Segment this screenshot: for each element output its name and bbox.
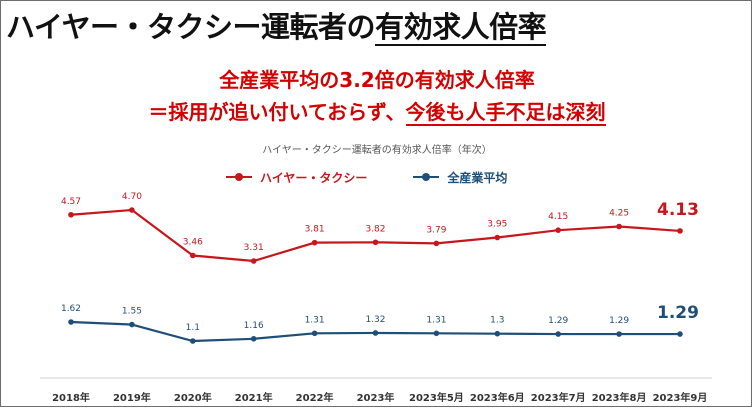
x-tick-label: 2018年 [52,391,90,404]
legend-swatch-all-industry [413,173,440,181]
data-label-taxi: 3.81 [305,225,325,235]
data-point-all-industry [250,336,257,342]
x-tick-label: 2021年 [235,391,273,404]
series-line-taxi [70,208,681,263]
x-tick-label: 2020年 [174,391,212,404]
data-label-all-industry: 1.29 [609,316,629,326]
data-point-taxi [677,228,683,234]
data-point-taxi [129,207,135,213]
x-tick-label: 2023年9月 [653,391,708,404]
data-label-all-industry: 1.1 [186,323,200,333]
data-label-all-industry: 1.3 [490,316,504,326]
headline-line2: ＝採用が追い付いておらず、今後も人手不足は深刻 [0,96,754,126]
data-point-taxi [190,252,196,259]
data-label-taxi: 3.82 [365,224,385,234]
x-tick-label: 2023年7月 [531,391,586,404]
data-point-taxi [555,227,561,233]
headline-line2-part2-underlined: 今後も人手不足は深刻 [405,100,606,126]
legend-item-all-industry: 全産業平均 [413,169,507,186]
data-label-all-industry: 1.31 [426,315,446,325]
data-label-all-industry: 1.29 [548,316,568,326]
data-label-taxi: 4.25 [609,209,629,219]
data-point-all-industry [311,330,318,337]
legend-swatch-taxi [226,173,252,181]
x-tick-label: 2023年8月 [592,391,647,404]
data-label-all-industry: 1.16 [244,321,264,331]
x-tick-label: 2022年 [296,391,334,404]
data-point-all-industry [190,338,196,344]
data-label-all-industry: 1.31 [305,315,325,325]
data-label-taxi: 4.70 [122,192,142,202]
data-point-taxi [311,239,318,246]
data-label-all-industry: 1.55 [122,307,142,317]
data-label-all-industry: 1.32 [365,315,385,325]
x-tick-label: 2023年5月 [409,391,464,404]
data-point-all-industry [129,321,135,328]
title-part2-underlined: 有効求人倍率 [375,10,547,46]
chart-legend: ハイヤー・タクシー 全産業平均 [226,168,507,186]
headline-line2-part1: ＝採用が追い付いておらず、 [148,100,406,124]
data-point-taxi [433,240,440,247]
data-label-taxi: 4.13 [657,200,699,220]
data-label-all-industry: 1.29 [657,303,699,323]
data-point-all-industry [372,330,379,336]
x-tick-label: 2023年 [357,391,395,404]
data-label-taxi: 4.57 [61,197,81,207]
data-point-all-industry [433,330,440,337]
legend-label-all-industry: 全産業平均 [447,170,508,185]
data-point-taxi [250,258,257,264]
data-point-all-industry [555,331,561,337]
data-point-all-industry [494,330,501,337]
data-point-taxi [68,211,74,218]
data-point-all-industry [68,319,74,325]
data-point-all-industry [677,331,683,337]
chart-title: ハイヤー・タクシー運転者の有効求人倍率（年次） [262,145,492,156]
data-point-taxi [494,234,501,241]
legend-label-taxi: ハイヤー・タクシー [260,170,368,185]
data-label-all-industry: 1.62 [61,304,81,314]
data-label-taxi: 4.15 [548,212,568,222]
x-tick-label: 2019年 [113,391,151,404]
x-tick-label: 2023年6月 [470,391,525,404]
data-point-all-industry [616,331,622,337]
data-point-taxi [616,223,622,230]
legend-item-taxi: ハイヤー・タクシー [226,169,367,186]
data-label-taxi: 3.79 [426,225,446,235]
headline-line1: 全産業平均の3.2倍の有効求人倍率 [219,68,535,92]
title-part1: ハイヤー・タクシー運転者の [6,10,376,44]
data-label-taxi: 3.95 [487,220,507,230]
data-label-taxi: 3.46 [183,237,203,247]
data-point-taxi [372,239,379,246]
page-title: ハイヤー・タクシー運転者の有効求人倍率 [6,4,547,46]
data-label-taxi: 3.31 [244,243,264,253]
